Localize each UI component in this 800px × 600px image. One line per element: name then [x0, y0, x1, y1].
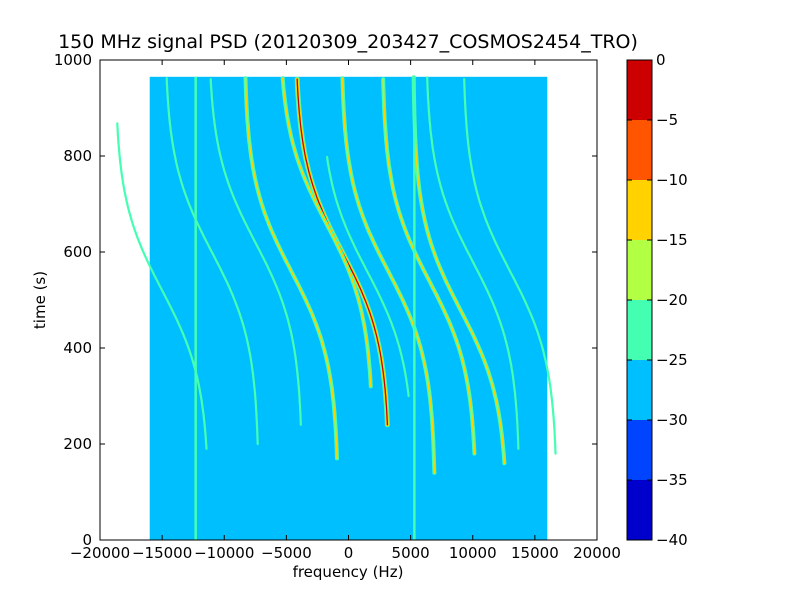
- x-tick-label: 5000: [392, 544, 430, 562]
- colorbar-band-7: [627, 60, 652, 120]
- x-tick-label: 20000: [573, 544, 621, 562]
- colorbar-tick-label: 0: [656, 51, 666, 69]
- signal-track-6: [165, 77, 259, 446]
- colorbar-band-0: [627, 480, 652, 540]
- signal-track-3-core1: [382, 78, 476, 455]
- x-tick-label: −15000: [132, 544, 192, 562]
- signal-track-4-core1: [244, 77, 338, 460]
- colorbar-tick-label: −10: [656, 171, 688, 189]
- signal-track-1-core1: [281, 77, 372, 388]
- y-tick-label: 600: [63, 243, 92, 261]
- colorbar-band-3: [627, 300, 652, 360]
- x-axis-label: frequency (Hz): [293, 563, 404, 581]
- signal-track-8: [426, 76, 520, 450]
- x-tick-label: 10000: [449, 544, 497, 562]
- signal-track-11: [326, 155, 410, 398]
- colorbar-tick-label: −15: [656, 231, 688, 249]
- chart-title: 150 MHz signal PSD (20120309_203427_COSM…: [58, 31, 638, 53]
- colorbar-tick-label: −30: [656, 411, 688, 429]
- signal-track-2-core1: [341, 77, 436, 474]
- y-tick-label: 800: [63, 147, 92, 165]
- colorbar-tick-label: −35: [656, 471, 688, 489]
- colorbar-band-2: [627, 360, 652, 420]
- y-tick-label: 1000: [54, 51, 92, 69]
- x-tick-label: −20000: [70, 544, 130, 562]
- colorbar-band-1: [627, 420, 652, 480]
- x-tick-label: −5000: [261, 544, 312, 562]
- colorbar-tick-label: −40: [656, 531, 688, 549]
- y-tick-label: 400: [63, 339, 92, 357]
- colorbar-tick-label: −20: [656, 291, 688, 309]
- x-tick-label: 15000: [511, 544, 559, 562]
- y-tick-label: 0: [82, 531, 92, 549]
- colorbar-band-6: [627, 120, 652, 180]
- signal-tracks: [116, 75, 557, 540]
- x-tick-label: 0: [344, 544, 354, 562]
- signal-track-7: [116, 122, 208, 450]
- x-tick-label: −10000: [194, 544, 254, 562]
- y-tick-label: 200: [63, 435, 92, 453]
- colorbar-tick-label: −25: [656, 351, 688, 369]
- colorbar-tick-label: −5: [656, 111, 678, 129]
- colorbar-band-5: [627, 180, 652, 240]
- signal-track-9: [463, 78, 557, 455]
- signal-track-5: [209, 78, 302, 426]
- y-axis-label: time (s): [31, 271, 49, 329]
- colorbar-band-4: [627, 240, 652, 300]
